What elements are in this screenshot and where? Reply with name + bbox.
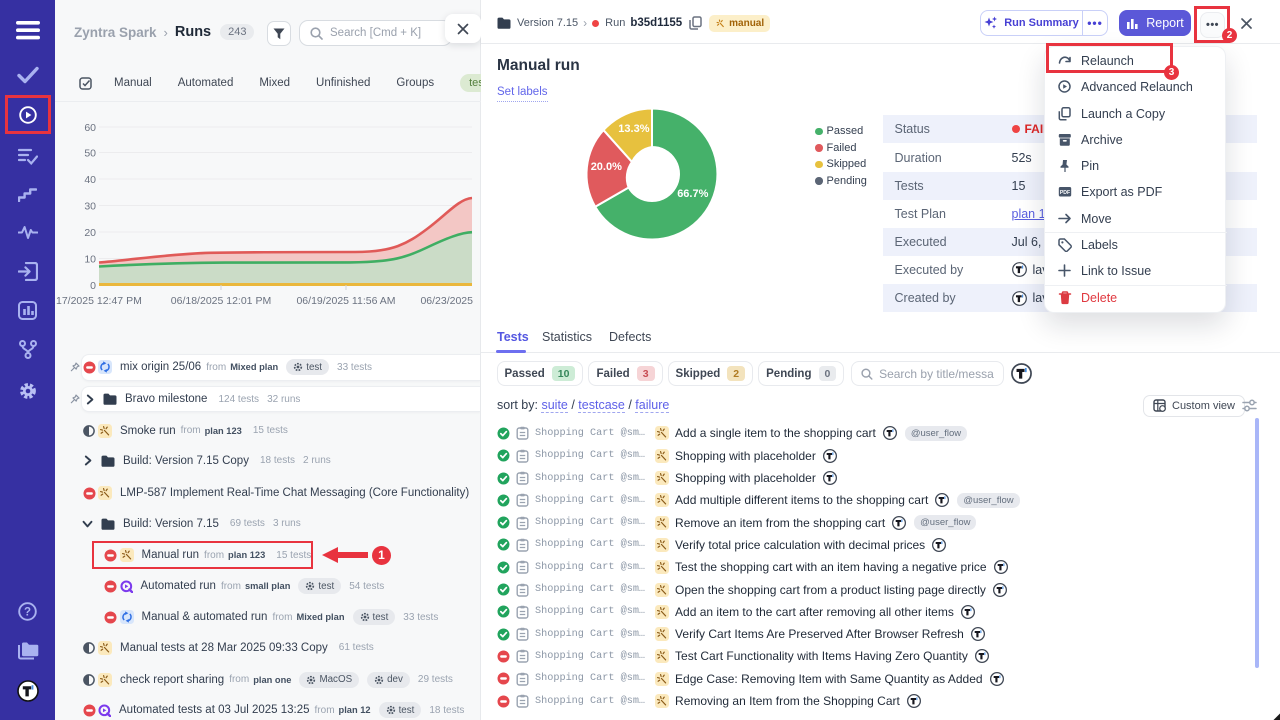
svg-text:30: 30 — [84, 201, 96, 213]
svg-text:06/23/2025: 06/23/2025 — [420, 295, 473, 307]
svg-text:17/2025 12:47 PM: 17/2025 12:47 PM — [56, 295, 142, 307]
svg-text:40: 40 — [84, 174, 96, 186]
svg-text:06/19/2025 11:56 AM: 06/19/2025 11:56 AM — [296, 295, 395, 307]
svg-text:13.3%: 13.3% — [618, 123, 649, 135]
svg-text:66.7%: 66.7% — [677, 188, 708, 200]
svg-text:PDF: PDF — [1060, 190, 1070, 196]
svg-text:10: 10 — [84, 254, 96, 266]
svg-text:20.0%: 20.0% — [591, 161, 622, 173]
svg-text:60: 60 — [84, 122, 96, 134]
svg-text:0: 0 — [90, 280, 96, 292]
svg-text:50: 50 — [84, 148, 96, 160]
svg-text:?: ? — [24, 607, 31, 619]
svg-text:06/18/2025 12:01 PM: 06/18/2025 12:01 PM — [171, 295, 271, 307]
svg-text:20: 20 — [84, 227, 96, 239]
